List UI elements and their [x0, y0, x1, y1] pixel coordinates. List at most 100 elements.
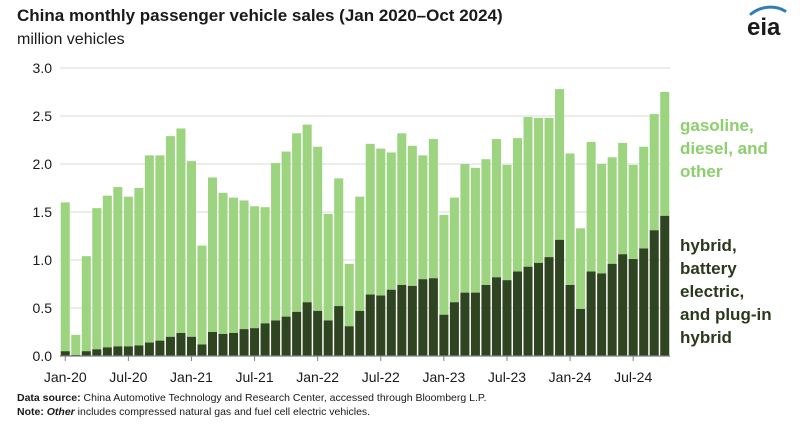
- x-tick-label: Jul-21: [235, 369, 273, 385]
- bar-gasoline: [144, 155, 154, 343]
- bar-gasoline: [481, 159, 491, 285]
- note-italic: Other: [43, 406, 75, 418]
- bar-hybrid: [229, 332, 239, 356]
- source-text: China Automotive Technology and Research…: [80, 392, 487, 404]
- bar-hybrid: [618, 254, 628, 356]
- bar-gasoline: [355, 196, 365, 311]
- x-tick-label: Jul-22: [362, 369, 400, 385]
- bar-hybrid: [649, 230, 659, 356]
- chart-subtitle: million vehicles: [17, 31, 125, 48]
- bar-hybrid: [544, 257, 554, 356]
- bar-hybrid: [470, 292, 480, 356]
- x-tick-label: Jul-20: [109, 369, 147, 385]
- bar-gasoline: [229, 197, 239, 333]
- bar-gasoline: [386, 152, 396, 290]
- bar-gasoline: [113, 187, 123, 347]
- bar-gasoline: [586, 141, 596, 272]
- eia-logo: eia: [747, 5, 787, 40]
- bar-gasoline: [365, 143, 375, 295]
- bar-hybrid: [113, 346, 123, 356]
- bar-hybrid: [250, 328, 260, 356]
- y-tick-label: 1.5: [33, 204, 53, 220]
- bars: [60, 89, 670, 356]
- bar-hybrid: [271, 320, 281, 356]
- bar-gasoline: [123, 196, 133, 347]
- bar-hybrid: [386, 289, 396, 356]
- logo-swoosh-icon: [749, 5, 787, 16]
- bar-hybrid: [197, 344, 207, 356]
- bar-gasoline: [565, 153, 575, 285]
- bar-hybrid: [102, 347, 112, 356]
- bar-hybrid: [491, 277, 501, 356]
- bar-gasoline: [523, 116, 533, 267]
- bar-gasoline: [407, 145, 417, 286]
- bar-hybrid: [639, 248, 649, 356]
- y-tick-label: 3.0: [33, 60, 53, 76]
- bar-hybrid: [218, 333, 228, 356]
- x-tick-label: Jan-21: [170, 369, 213, 385]
- bar-hybrid: [607, 263, 617, 356]
- bar-hybrid: [481, 284, 491, 356]
- bar-hybrid: [313, 310, 323, 356]
- note-line: Note: Other includes compressed natural …: [17, 405, 486, 419]
- y-tick-labels: 0.0 0.5 1.0 1.5 2.0 2.5 3.0: [33, 60, 53, 364]
- bar-gasoline: [439, 214, 449, 315]
- bar-hybrid: [344, 326, 354, 356]
- bar-hybrid: [586, 271, 596, 356]
- bar-gasoline: [639, 146, 649, 249]
- x-tick-label: Jan-22: [296, 369, 339, 385]
- bar-gasoline: [134, 188, 144, 346]
- bar-hybrid: [260, 323, 270, 356]
- bar-hybrid: [576, 308, 586, 356]
- bar-hybrid: [628, 259, 638, 356]
- bar-hybrid: [597, 273, 607, 356]
- bar-hybrid: [281, 316, 291, 356]
- logo-text: eia: [747, 14, 781, 40]
- bar-gasoline: [186, 161, 196, 337]
- bar-hybrid: [418, 279, 428, 356]
- bar-gasoline: [597, 164, 607, 274]
- y-tick-label: 0.5: [33, 300, 53, 316]
- bar-gasoline: [660, 92, 670, 216]
- bar-hybrid: [512, 271, 523, 356]
- bar-hybrid: [565, 284, 575, 356]
- bar-gasoline: [534, 117, 544, 263]
- bar-hybrid: [239, 329, 249, 356]
- bar-hybrid: [323, 320, 333, 356]
- x-tick-label: Jul-24: [614, 369, 652, 385]
- bar-gasoline: [649, 114, 659, 231]
- bar-hybrid: [302, 302, 312, 356]
- bar-hybrid: [355, 310, 365, 356]
- bar-hybrid: [502, 280, 512, 356]
- bar-gasoline: [555, 89, 565, 240]
- bar-gasoline: [71, 334, 81, 356]
- bar-gasoline: [344, 263, 354, 327]
- bar-gasoline: [102, 195, 112, 348]
- bar-gasoline: [428, 139, 438, 279]
- bar-hybrid: [523, 266, 533, 356]
- bar-hybrid: [555, 239, 565, 356]
- bar-hybrid: [134, 345, 144, 356]
- x-tick-labels: Jan-20 Jul-20 Jan-21 Jul-21 Jan-22 Jul-22 Jan-…: [44, 369, 653, 385]
- y-tick-label: 0.0: [33, 348, 53, 364]
- bar-gasoline: [397, 133, 407, 285]
- legend-label-hybrid: hybrid, battery electric, and plug-in hy…: [680, 236, 772, 347]
- bar-gasoline: [544, 117, 554, 258]
- bar-gasoline: [239, 200, 249, 330]
- bar-hybrid: [460, 292, 470, 356]
- source-line: Data source: China Automotive Technology…: [17, 391, 486, 405]
- x-tick-label: Jul-23: [488, 369, 526, 385]
- bar-hybrid: [144, 342, 154, 356]
- y-tick-label: 1.0: [33, 252, 53, 268]
- y-tick-label: 2.5: [33, 108, 53, 124]
- bar-hybrid: [534, 262, 544, 356]
- bar-gasoline: [628, 164, 638, 260]
- bar-hybrid: [165, 336, 175, 356]
- bar-gasoline: [334, 178, 344, 307]
- bar-hybrid: [365, 294, 375, 356]
- chart-title: China monthly passenger vehicle sales (J…: [17, 6, 503, 25]
- bar-gasoline: [271, 163, 281, 321]
- footer-notes: Data source: China Automotive Technology…: [17, 391, 486, 419]
- bar-gasoline: [449, 197, 459, 303]
